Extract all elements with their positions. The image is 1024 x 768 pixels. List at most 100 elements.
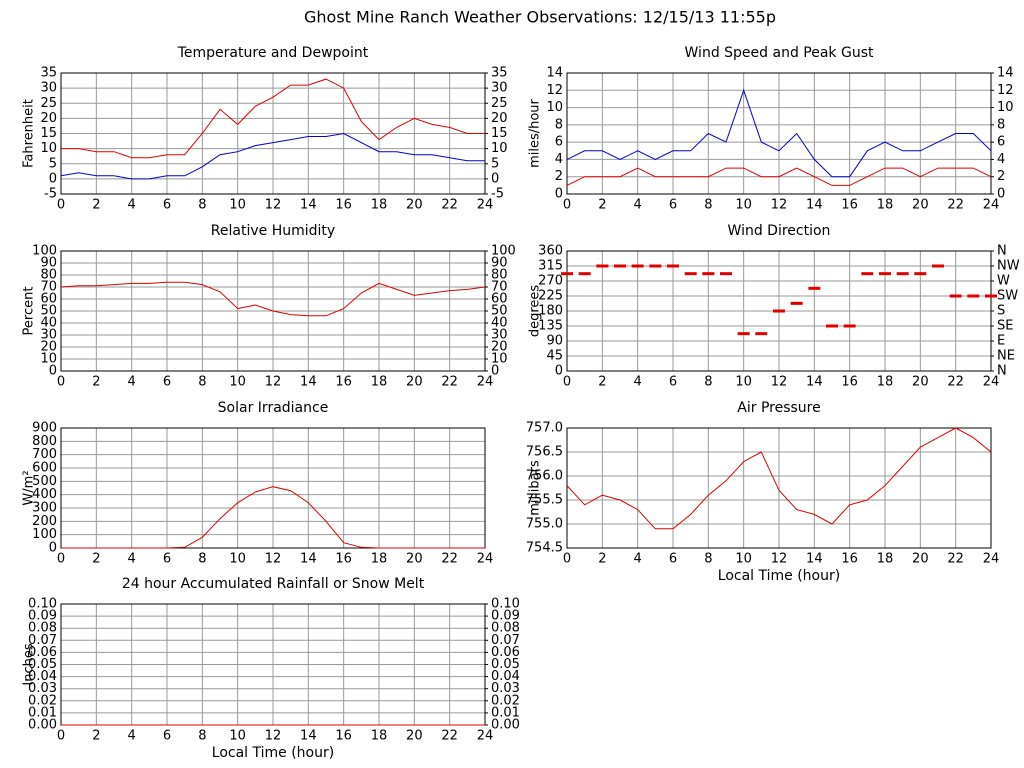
x-tick-label: 0 (57, 375, 65, 390)
direction-point (861, 272, 874, 276)
plot-frame (566, 72, 992, 195)
direction-point (773, 309, 785, 313)
x-tick-label: 4 (634, 198, 642, 213)
series-line (60, 132, 485, 180)
page-title: Ghost Mine Ranch Weather Observations: 1… (304, 8, 776, 27)
x-tick-label: 10 (735, 198, 752, 213)
y-tick-label: 0.00 (28, 718, 57, 733)
x-tick-label: 14 (806, 552, 823, 567)
y-tick-label: 14 (546, 66, 563, 81)
y2-tick-label: S (997, 304, 1005, 319)
y2-tick-label: 0 (491, 364, 499, 379)
y-tick-label: 0.05 (28, 657, 57, 672)
y2-tick-label: 0.10 (491, 597, 520, 612)
y-tick-label: 30 (40, 328, 57, 343)
x-tick-label: 14 (806, 375, 823, 390)
y2-tick-label: 0.04 (491, 669, 520, 684)
direction-point (896, 272, 909, 276)
y2-tick-label: 25 (491, 96, 508, 111)
y2-tick-label: 15 (491, 126, 508, 141)
y-tick-label: 25 (40, 96, 57, 111)
y-tick-label: 100 (32, 244, 57, 259)
y2-tick-label: 0.07 (491, 633, 520, 648)
y2-tick-label: 100 (491, 244, 516, 259)
x-tick-label: 18 (371, 375, 388, 390)
y-tick-label: 757.0 (526, 421, 563, 436)
x-tick-label: 6 (669, 552, 677, 567)
x-tick-label: 14 (300, 375, 317, 390)
y-tick-label: 60 (40, 292, 57, 307)
plot-frame (566, 427, 992, 549)
x-tick-label: 16 (335, 729, 352, 744)
x-tick-label: 22 (947, 375, 964, 390)
y-tick-label: 90 (546, 334, 563, 349)
x-tick-label: 0 (57, 729, 65, 744)
x-tick-label: 24 (983, 198, 1000, 213)
x-tick-label: 24 (983, 552, 1000, 567)
y-tick-label: 300 (32, 501, 57, 516)
y2-tick-label: 35 (491, 66, 508, 81)
direction-point (614, 264, 626, 268)
y-tick-label: 15 (40, 126, 57, 141)
y2-tick-label: 0.02 (491, 693, 520, 708)
direction-point (879, 272, 891, 276)
y-tick-label: 0 (555, 187, 563, 202)
direction-point (649, 264, 662, 268)
x-tick-label: 6 (669, 198, 677, 213)
x-tick-label: 14 (300, 729, 317, 744)
direction-point (684, 272, 697, 276)
y-tick-label: 30 (40, 81, 57, 96)
y-tick-label: 50 (40, 304, 57, 319)
y-tick-label: 755.0 (526, 517, 563, 532)
y-tick-label: 45 (546, 349, 563, 364)
y2-tick-label: 0 (997, 187, 1005, 202)
x-tick-label: 6 (163, 198, 171, 213)
direction-point (932, 264, 944, 268)
y2-tick-label: 8 (997, 117, 1005, 132)
y2-tick-label: 10 (491, 352, 508, 367)
direction-point (826, 324, 838, 328)
series-line (61, 78, 485, 159)
direction-point (914, 272, 927, 276)
series-line (566, 167, 992, 186)
y-tick-label: 0.08 (28, 621, 57, 636)
y-tick-label: 315 (538, 259, 563, 274)
y-tick-label: 900 (32, 421, 57, 436)
y2-tick-label: 80 (491, 268, 508, 283)
y2-tick-label: 20 (491, 340, 508, 355)
x-tick-label: 18 (371, 552, 388, 567)
x-tick-label: 20 (912, 552, 929, 567)
direction-point (755, 332, 768, 336)
chart-title: Wind Speed and Peak Gust (685, 45, 874, 61)
x-axis-label: Local Time (hour) (718, 568, 840, 584)
y2-tick-label: 0.00 (491, 718, 520, 733)
y2-tick-label: 60 (491, 292, 508, 307)
x-tick-label: 10 (735, 552, 752, 567)
y2-tick-label: 70 (491, 280, 508, 295)
x-tick-label: 8 (704, 375, 712, 390)
x-tick-label: 4 (634, 375, 642, 390)
y-tick-label: 0.06 (28, 645, 57, 660)
x-tick-label: 16 (335, 375, 352, 390)
x-tick-label: 2 (598, 552, 606, 567)
plot-frame (60, 427, 486, 549)
y-tick-label: 20 (40, 111, 57, 126)
y-tick-label: 10 (546, 100, 563, 115)
x-tick-label: 6 (669, 375, 677, 390)
y-axis-label: W/m² (22, 470, 37, 505)
y-tick-label: 0.02 (28, 693, 57, 708)
x-tick-label: 4 (128, 375, 136, 390)
x-tick-label: 12 (771, 198, 788, 213)
x-tick-label: 10 (229, 729, 246, 744)
y-tick-label: -5 (44, 187, 57, 202)
y2-tick-label: E (997, 334, 1005, 349)
y-tick-label: 80 (40, 268, 57, 283)
direction-point (843, 324, 856, 328)
x-tick-label: 14 (806, 198, 823, 213)
x-tick-label: 0 (57, 198, 65, 213)
y2-tick-label: 50 (491, 304, 508, 319)
direction-point (667, 264, 679, 268)
direction-point (985, 294, 997, 298)
x-tick-label: 8 (198, 729, 206, 744)
y2-tick-label: 20 (491, 111, 508, 126)
